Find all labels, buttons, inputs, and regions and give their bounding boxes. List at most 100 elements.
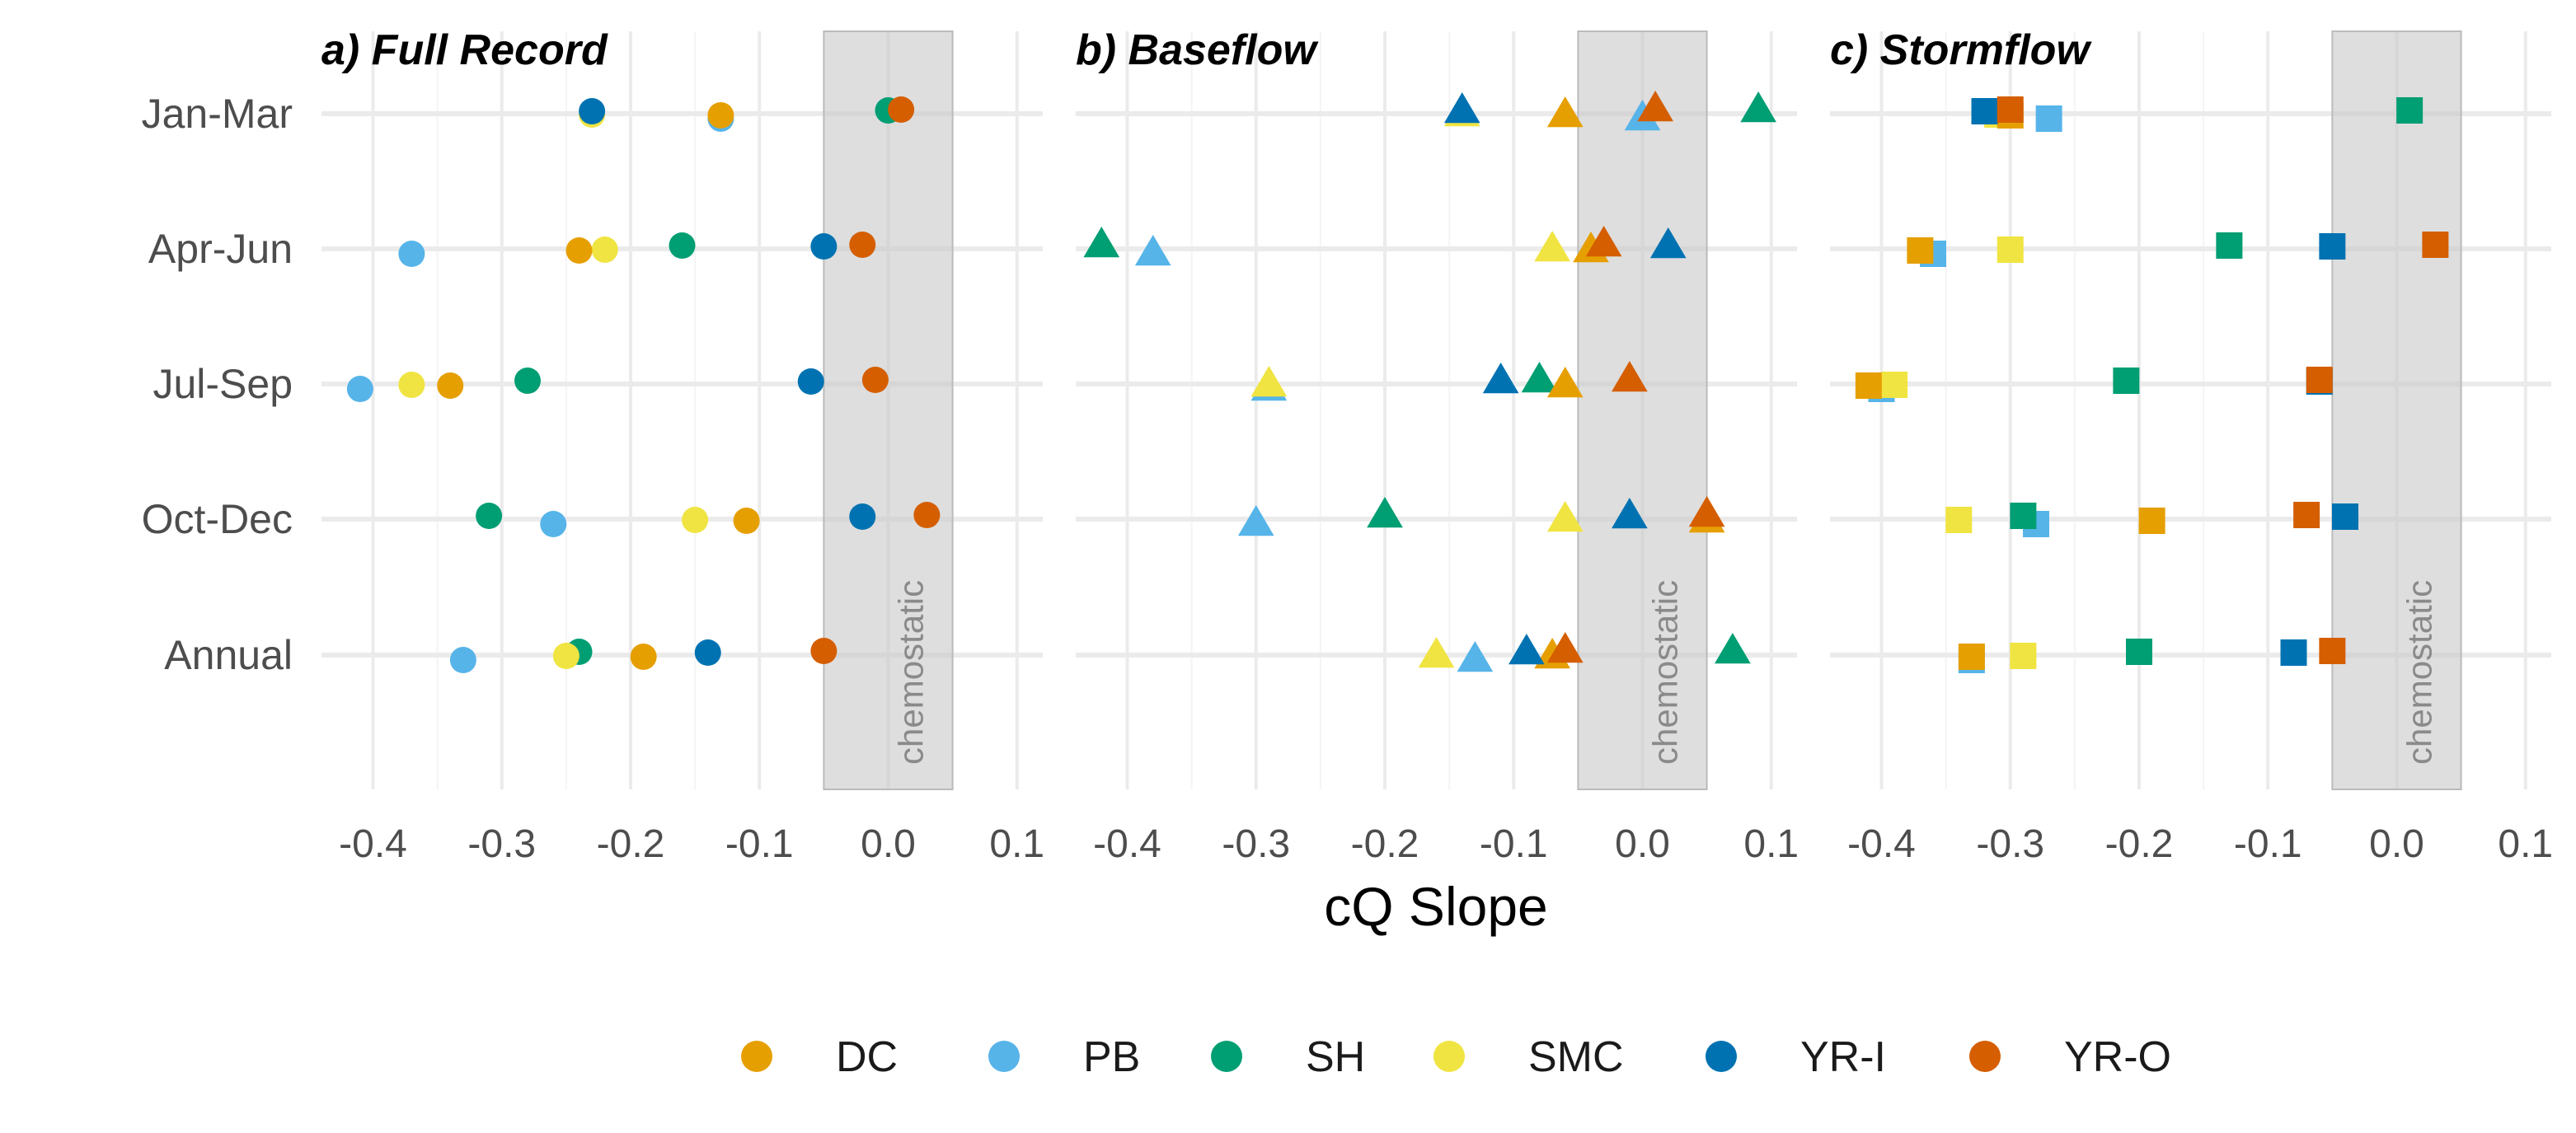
point-dc-apr-jun	[1907, 237, 1934, 264]
x-tick-label: -0.4	[339, 822, 407, 866]
point-sh-oct-dec	[1367, 497, 1403, 528]
point-pb-oct-dec	[1237, 505, 1274, 536]
x-tick-label: -0.2	[597, 822, 665, 866]
panel-stormflow: chemostatic -0.4 -0.3 -0.2 -0.1 0.0 0.1 c) Stor…	[1830, 26, 2553, 866]
point-smc-jul-sep	[398, 372, 425, 398]
point-smc-jul-sep	[1250, 366, 1288, 397]
x-tick-label: -0.1	[725, 822, 794, 866]
legend-label-pb: PB	[1083, 1033, 1140, 1081]
point-pb-jan-mar	[2035, 105, 2062, 132]
x-axis-label: cQ Slope	[1324, 876, 1547, 937]
legend-label-yr-i: YR-I	[1800, 1033, 1886, 1081]
point-yr-i-apr-jun	[810, 233, 838, 260]
point-sh-jan-mar	[1740, 91, 1776, 123]
x-tick-label: -0.4	[1093, 822, 1161, 866]
point-sh-jan-mar	[2396, 97, 2424, 124]
legend-label-yr-o: YR-O	[2064, 1033, 2171, 1081]
point-dc-oct-dec	[2138, 508, 2165, 534]
legend-label-dc: DC	[836, 1033, 898, 1081]
x-tick-label: 0.0	[1615, 822, 1670, 866]
chemostatic-band	[823, 30, 954, 790]
panel-title: b) Baseflow	[1076, 26, 1319, 74]
legend-key-dc	[741, 1041, 772, 1072]
point-pb-annual	[1457, 641, 1494, 672]
y-tick-label-jul-sep: Jul-Sep	[152, 361, 293, 407]
x-tick-label: -0.4	[1847, 822, 1916, 866]
point-yr-o-jan-mar	[1997, 96, 2024, 123]
chemostatic-band	[2331, 30, 2462, 790]
x-tick-label: 0.0	[861, 822, 916, 866]
point-yr-o-jan-mar	[1637, 91, 1673, 122]
point-yr-i-jul-sep	[797, 368, 824, 395]
point-dc-oct-dec	[733, 508, 760, 534]
point-smc-annual	[552, 643, 579, 669]
point-yr-o-apr-jun	[849, 232, 876, 258]
legend-label-smc: SMC	[1528, 1033, 1624, 1081]
point-yr-o-oct-dec	[1688, 496, 1725, 527]
point-smc-oct-dec	[1945, 507, 1973, 533]
x-tick-label: -0.2	[1351, 822, 1419, 866]
point-dc-jul-sep	[1546, 367, 1584, 398]
point-sh-jul-sep	[2113, 368, 2140, 394]
point-smc-apr-jun	[591, 236, 618, 263]
point-dc-jul-sep	[1855, 372, 1882, 399]
point-pb-oct-dec	[540, 511, 567, 537]
point-yr-o-jan-mar	[888, 96, 915, 123]
x-tick-label: -0.3	[1976, 822, 2044, 866]
point-yr-i-jan-mar	[1971, 98, 1998, 124]
point-yr-i-oct-dec	[1612, 498, 1648, 529]
point-pb-apr-jun	[398, 241, 425, 267]
legend-key-sh	[1211, 1041, 1242, 1072]
point-yr-o-oct-dec	[913, 502, 941, 528]
point-sh-jul-sep	[514, 368, 541, 394]
legend: DC PB SH SMC YR-I YR-O	[741, 1033, 2171, 1081]
x-tick-label: 0.1	[2498, 822, 2553, 866]
point-sh-annual	[1715, 633, 1751, 664]
point-sh-jul-sep	[1521, 362, 1558, 393]
point-yr-i-apr-jun	[2319, 233, 2346, 260]
x-tick-label: -0.2	[2105, 822, 2174, 866]
legend-key-yr-i	[1706, 1041, 1737, 1072]
panel-full-record: chemostatic -0.4 -0.3 -0.2 -0.1 0.0 0.1 a) Full…	[321, 26, 1044, 866]
point-smc-apr-jun	[1534, 231, 1570, 262]
point-dc-annual	[1958, 644, 1985, 670]
point-yr-o-annual	[2319, 638, 2346, 664]
point-sh-annual	[2126, 639, 2152, 665]
chemostatic-label: chemostatic	[892, 580, 931, 765]
x-tick-label: -0.1	[2234, 822, 2302, 866]
panel-title: c) Stormflow	[1830, 26, 2092, 74]
x-tick-label: 0.0	[2369, 822, 2424, 866]
legend-key-yr-o	[1969, 1041, 2001, 1072]
chemostatic-band	[1577, 30, 1708, 790]
point-yr-i-annual	[694, 639, 721, 666]
legend-label-sh: SH	[1306, 1033, 1365, 1081]
point-smc-oct-dec	[682, 507, 709, 533]
point-sh-oct-dec	[476, 503, 503, 529]
point-yr-o-annual	[810, 638, 838, 664]
point-dc-jul-sep	[437, 372, 464, 399]
point-yr-i-jan-mar	[1443, 92, 1480, 124]
point-smc-jul-sep	[1881, 372, 1908, 398]
y-tick-label-apr-jun: Apr-Jun	[148, 226, 293, 272]
point-yr-i-oct-dec	[2332, 503, 2358, 530]
point-yr-i-oct-dec	[849, 503, 876, 530]
point-smc-annual	[1418, 637, 1455, 668]
point-sh-apr-jun	[669, 232, 696, 259]
point-yr-i-jul-sep	[1482, 363, 1519, 394]
point-yr-o-jul-sep	[2306, 367, 2333, 393]
point-sh-oct-dec	[2010, 503, 2037, 529]
point-yr-o-jul-sep	[1612, 361, 1648, 392]
panel-baseflow: chemostatic -0.4 -0.3 -0.2 -0.1 0.0 0.1 b) Base…	[1076, 26, 1799, 866]
x-tick-label: -0.1	[1480, 822, 1548, 866]
point-yr-i-jan-mar	[579, 98, 606, 124]
y-tick-label-oct-dec: Oct-Dec	[142, 496, 293, 542]
point-pb-jul-sep	[346, 376, 373, 402]
panel-title: a) Full Record	[321, 26, 608, 74]
point-yr-i-annual	[2280, 639, 2307, 666]
point-yr-i-annual	[1509, 634, 1545, 665]
y-tick-label-jan-mar: Jan-Mar	[142, 91, 293, 137]
x-tick-label: 0.1	[989, 822, 1044, 866]
point-smc-annual	[2010, 643, 2037, 669]
point-yr-o-apr-jun	[2422, 232, 2449, 258]
